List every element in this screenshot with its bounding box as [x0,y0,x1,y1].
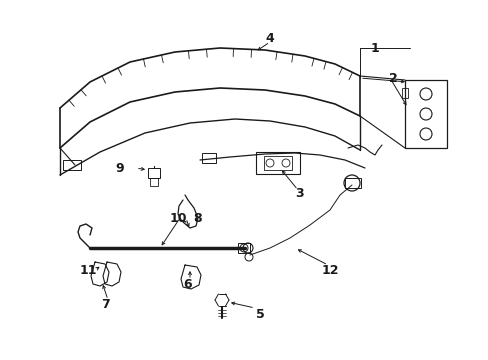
Text: 1: 1 [370,41,379,54]
Text: 11: 11 [79,264,97,276]
Text: 2: 2 [388,72,397,85]
Bar [264,156,291,170]
Bar [404,80,446,148]
Text: 10: 10 [169,212,186,225]
Bar [150,178,158,186]
Bar [148,168,160,178]
Bar [238,243,249,253]
Bar [256,152,299,174]
Text: 5: 5 [255,307,264,320]
Text: 6: 6 [183,279,192,292]
Bar [401,88,407,98]
Text: 4: 4 [265,32,274,45]
Text: 3: 3 [295,186,304,199]
Bar [202,153,216,163]
Bar [345,178,360,188]
Text: 7: 7 [101,298,109,311]
Text: 8: 8 [193,212,202,225]
Text: 9: 9 [116,162,124,175]
Bar [63,160,81,170]
Text: 12: 12 [321,264,338,276]
